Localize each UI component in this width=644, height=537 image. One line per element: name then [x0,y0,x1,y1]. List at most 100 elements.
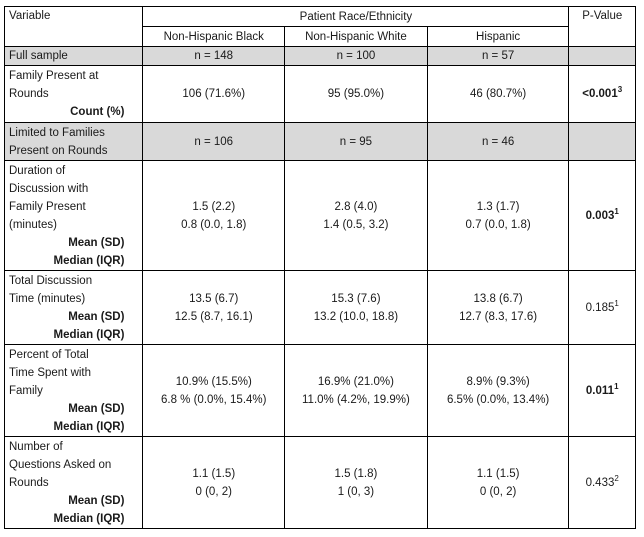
median-value: 12.7 (8.3, 17.6) [459,310,538,323]
table-row-family-present: Family Present at Rounds Count (%) 106 (… [3,65,636,123]
table-row-questions: Number of Questions Asked on Rounds Mean… [3,436,636,529]
race-ethnicity-header: Patient Race/Ethnicity [142,6,570,27]
row-label: Full sample [3,46,144,66]
mean-value: 1.3 (1.7) [476,200,520,213]
pvalue-footnote: 3 [617,85,623,95]
cell-black: 106 (71.6%) [142,65,286,123]
pvalue-header: P-Value [568,6,636,47]
label-line: Present on Rounds [9,144,108,157]
label-line: Family Present at [9,70,99,82]
label-line: Family Present [9,200,86,213]
stat-label: Median (IQR) [53,328,125,341]
stat-label: Mean (SD) [68,310,125,323]
label-line: Questions Asked on [9,458,112,471]
cell-black: n = 106 [142,122,286,161]
cell-black: 1.1 (1.5) 0 (0, 2) [142,436,286,529]
cell-pvalue [568,122,636,161]
label-line: Total Discussion [9,274,93,287]
cell-black: 13.5 (6.7) 12.5 (8.7, 16.1) [142,270,286,345]
cell-hispanic: 13.8 (6.7) 12.7 (8.3, 17.6) [426,270,570,345]
pvalue-text: <0.001 [582,88,618,100]
median-value: 12.5 (8.7, 16.1) [174,310,253,323]
table-row-limited: Limited to Families Present on Rounds n … [3,122,636,161]
label-line: Duration of [9,164,66,177]
row-label: Duration of Discussion with Family Prese… [3,160,144,271]
stat-label: Mean (SD) [68,236,125,249]
cell-hispanic: n = 46 [426,122,570,161]
median-value: 0 (0, 2) [195,485,232,498]
mean-value: 13.8 (6.7) [473,292,523,305]
median-value: 6.5% (0.0%, 13.4%) [446,393,550,406]
cell-black: n = 148 [142,46,286,66]
cell-pvalue: 0.4332 [568,436,636,529]
median-value: 0 (0, 2) [479,485,517,498]
cell-black: 1.5 (2.2) 0.8 (0.0, 1.8) [142,160,286,271]
white-header: Non-Hispanic White [284,26,428,47]
label-line: Family [9,384,43,397]
median-value: 11.0% (4.2%, 19.9%) [302,393,410,406]
variable-header: Variable [3,6,144,47]
mean-value: 13.5 (6.7) [189,292,239,305]
cell-hispanic: 46 (80.7%) [426,65,570,123]
label-line: Time Spent with [9,366,92,379]
cell-pvalue: <0.0013 [568,65,636,123]
label-line: (minutes) [9,218,57,231]
cell-white: 2.8 (4.0) 1.4 (0.5, 3.2) [284,160,428,271]
median-value: 1.4 (0.5, 3.2) [323,218,389,231]
mean-value: 1.1 (1.5) [476,467,520,480]
median-value: 0.7 (0.0, 1.8) [465,218,531,231]
cell-black: 10.9% (15.5%) 6.8 % (0.0%, 15.4%) [142,344,286,437]
hispanic-header: Hispanic [426,26,570,47]
mean-value: 1.5 (1.8) [334,467,378,480]
median-value: 1 (0, 3) [337,485,375,498]
pvalue-footnote: 1 [614,381,619,391]
mean-value: 1.1 (1.5) [192,467,236,480]
cell-white: n = 95 [284,122,428,161]
label-line: Percent of Total [9,348,89,361]
mean-value: 16.9% (21.0%) [317,375,394,388]
cell-white: 1.5 (1.8) 1 (0, 3) [284,436,428,529]
table-row-full-sample: Full sample n = 148 n = 100 n = 57 [3,46,636,66]
cell-white: 15.3 (7.6) 13.2 (10.0, 18.8) [284,270,428,345]
cell-pvalue: 0.0111 [568,344,636,437]
cell-white: 95 (95.0%) [284,65,428,123]
pvalue-text: 0.433 [585,476,615,489]
results-table: Variable Patient Race/Ethnicity P-Value … [3,6,636,529]
pvalue-footnote: 2 [614,473,619,483]
label-line: Number of [9,440,63,453]
mean-value: 1.5 (2.2) [192,200,236,213]
stat-label: Median (IQR) [53,420,125,433]
row-label: Total Discussion Time (minutes) Mean (SD… [3,270,144,345]
label-line: Time (minutes) [9,292,86,305]
stat-label: Mean (SD) [68,494,125,507]
table-row-total-time: Total Discussion Time (minutes) Mean (SD… [3,270,636,345]
label-line: Discussion with [9,182,89,195]
label-line: Rounds [9,476,49,489]
cell-white: n = 100 [284,46,428,66]
label-line: Limited to Families [9,126,105,139]
row-label: Family Present at Rounds Count (%) [3,65,144,123]
pvalue-text: 0.185 [585,301,615,314]
cell-pvalue: 0.1851 [568,270,636,345]
mean-value: 10.9% (15.5%) [175,375,252,388]
cell-hispanic: 8.9% (9.3%) 6.5% (0.0%, 13.4%) [426,344,570,437]
cell-pvalue: 0.0031 [568,160,636,271]
median-value: 0.8 (0.0, 1.8) [181,218,247,231]
row-label: Percent of Total Time Spent with Family … [3,344,144,437]
median-value: 6.8 % (0.0%, 15.4%) [161,393,267,406]
pvalue-footnote: 1 [614,206,619,216]
mean-value: 8.9% (9.3%) [466,375,530,388]
mean-value: 15.3 (7.6) [331,292,381,305]
cell-hispanic: n = 57 [426,46,570,66]
cell-pvalue [568,46,636,66]
label-line: Rounds [9,88,49,100]
median-value: 13.2 (10.0, 18.8) [313,310,399,323]
row-label: Number of Questions Asked on Rounds Mean… [3,436,144,529]
header-row-1: Variable Patient Race/Ethnicity P-Value [3,6,636,47]
cell-white: 16.9% (21.0%) 11.0% (4.2%, 19.9%) [284,344,428,437]
stat-label: Median (IQR) [53,254,125,267]
row-label: Limited to Families Present on Rounds [3,122,144,161]
stat-label: Count (%) [70,106,125,118]
stat-label: Median (IQR) [53,512,125,525]
cell-hispanic: 1.1 (1.5) 0 (0, 2) [426,436,570,529]
